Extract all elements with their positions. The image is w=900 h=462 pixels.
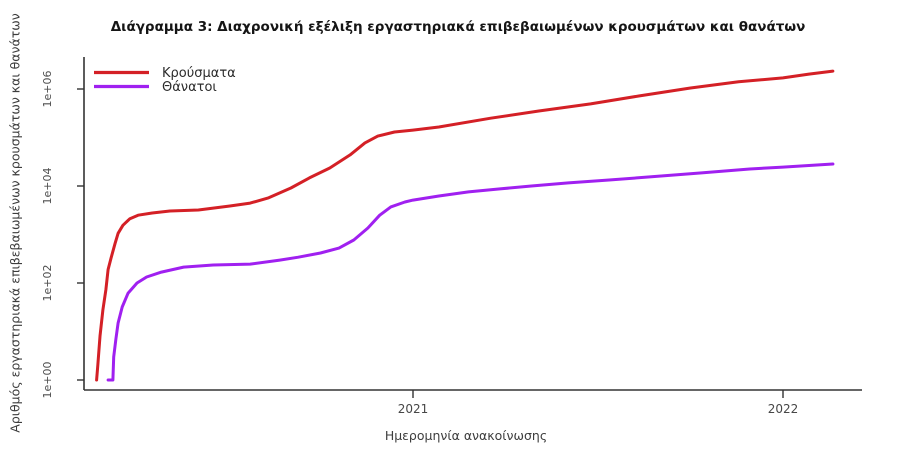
x-tick-label: 2021 <box>398 402 429 416</box>
cases-line <box>95 69 835 382</box>
y-tick-label: 1e+04 <box>41 168 54 205</box>
y-tick-label: 1e+00 <box>41 362 54 399</box>
series-group <box>95 69 835 382</box>
x-tick-label: 2022 <box>768 402 799 416</box>
y-tick-label: 1e+06 <box>41 71 54 108</box>
y-tick-label: 1e+02 <box>41 265 54 302</box>
y-axis-title: Αριθμός εργαστηριακά επιβεβαιωμένων κρου… <box>8 13 23 432</box>
chart-title: Διάγραμμα 3: Διαχρονική εξέλιξη εργαστηρ… <box>111 19 806 35</box>
legend-label-deaths: Θάνατοι <box>162 80 217 95</box>
deaths-line <box>106 162 835 382</box>
legend-label-cases: Κρούσματα <box>162 66 236 81</box>
axes: 1e+00 1e+02 1e+04 1e+06 2021 2022 <box>41 57 862 416</box>
legend: Κρούσματα Θάνατοι <box>94 66 236 95</box>
x-axis-title: Ημερομηνία ανακοίνωσης <box>385 428 547 443</box>
